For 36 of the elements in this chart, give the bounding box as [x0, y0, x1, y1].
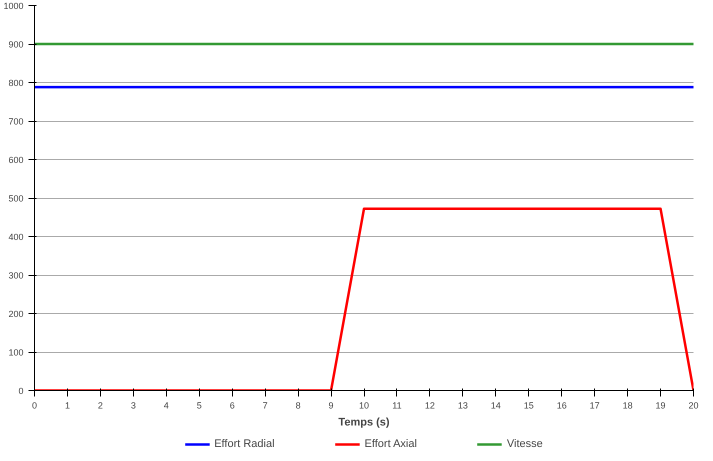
y-tick-label: 700 [8, 116, 24, 126]
x-tick-label: 5 [196, 400, 202, 410]
y-tick-label: 400 [8, 232, 24, 242]
x-tick-label: 4 [164, 400, 169, 410]
x-tick-label: 1 [64, 400, 70, 410]
y-tick-label: 600 [8, 155, 24, 165]
x-tick-label: 8 [296, 400, 301, 410]
y-tick-label: 500 [8, 194, 24, 204]
y-tick-label: 800 [8, 78, 24, 88]
x-tick-label: 18 [622, 400, 633, 410]
legend-label: Vitesse [506, 438, 543, 450]
x-tick-label: 15 [524, 400, 534, 410]
x-tick-label: 12 [424, 400, 435, 410]
x-tick-label: 19 [656, 400, 666, 410]
x-tick-label: 13 [458, 400, 468, 410]
x-tick-label: 11 [392, 400, 402, 410]
x-tick-label: 3 [130, 400, 136, 410]
x-tick-label: 9 [328, 400, 334, 410]
x-tick-label: 17 [590, 400, 600, 410]
x-axis-title: Temps (s) [338, 416, 390, 428]
y-tick-label: 900 [8, 40, 24, 50]
y-tick-label: 200 [8, 309, 24, 319]
legend-label: Effort Radial [214, 438, 275, 450]
y-tick-label: 1000 [3, 1, 24, 11]
x-tick-label: 6 [230, 400, 235, 410]
x-tick-label: 10 [358, 400, 370, 410]
y-tick-label: 300 [8, 270, 24, 280]
x-tick-label: 0 [32, 400, 38, 410]
x-tick-label: 16 [556, 400, 567, 410]
legend-label: Effort Axial [364, 438, 417, 450]
x-tick-label: 2 [98, 400, 103, 410]
x-tick-label: 20 [688, 400, 699, 410]
y-tick-label: 0 [18, 386, 24, 396]
x-tick-label: 14 [490, 400, 501, 410]
x-tick-label: 7 [262, 400, 268, 410]
y-tick-label: 100 [8, 348, 24, 358]
